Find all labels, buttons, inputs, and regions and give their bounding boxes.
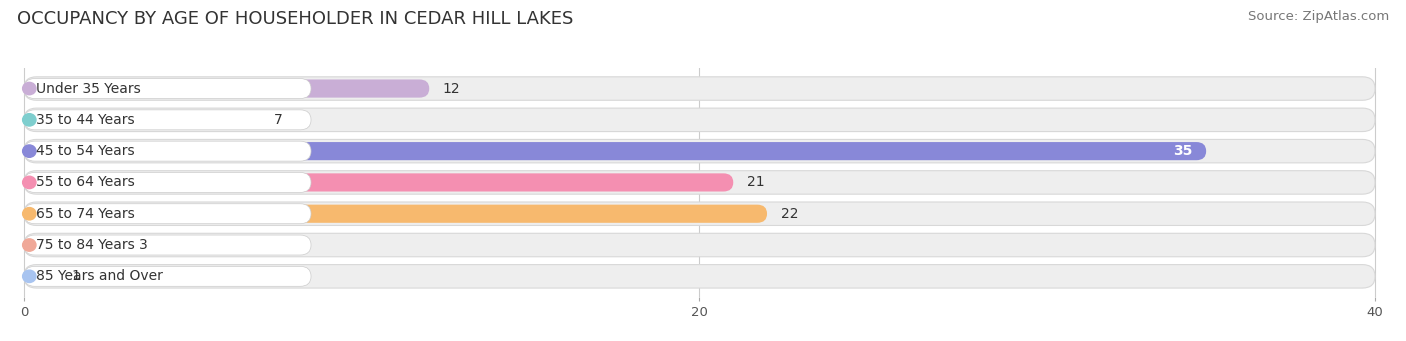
- Text: 7: 7: [274, 113, 283, 127]
- Circle shape: [22, 145, 37, 157]
- Text: 3: 3: [139, 238, 148, 252]
- Text: Under 35 Years: Under 35 Years: [35, 81, 141, 95]
- Text: 45 to 54 Years: 45 to 54 Years: [35, 144, 135, 158]
- FancyBboxPatch shape: [24, 108, 1375, 132]
- Circle shape: [22, 176, 37, 189]
- FancyBboxPatch shape: [24, 204, 311, 224]
- Circle shape: [22, 114, 37, 126]
- Text: 85 Years and Over: 85 Years and Over: [35, 269, 163, 283]
- FancyBboxPatch shape: [24, 171, 1375, 194]
- Circle shape: [22, 83, 37, 95]
- Text: 22: 22: [780, 207, 799, 221]
- Text: 12: 12: [443, 81, 460, 95]
- FancyBboxPatch shape: [24, 111, 260, 129]
- Circle shape: [22, 208, 37, 220]
- FancyBboxPatch shape: [24, 79, 429, 98]
- FancyBboxPatch shape: [24, 77, 1375, 100]
- FancyBboxPatch shape: [24, 173, 734, 192]
- FancyBboxPatch shape: [24, 266, 311, 286]
- Text: 65 to 74 Years: 65 to 74 Years: [35, 207, 135, 221]
- FancyBboxPatch shape: [24, 142, 1206, 160]
- Text: 75 to 84 Years: 75 to 84 Years: [35, 238, 135, 252]
- Text: Source: ZipAtlas.com: Source: ZipAtlas.com: [1249, 10, 1389, 23]
- Text: 55 to 64 Years: 55 to 64 Years: [35, 175, 135, 190]
- FancyBboxPatch shape: [24, 173, 311, 192]
- FancyBboxPatch shape: [24, 265, 1375, 288]
- FancyBboxPatch shape: [24, 233, 1375, 257]
- Text: 35 to 44 Years: 35 to 44 Years: [35, 113, 135, 127]
- FancyBboxPatch shape: [24, 236, 125, 254]
- FancyBboxPatch shape: [24, 141, 311, 161]
- Text: 35: 35: [1173, 144, 1192, 158]
- Circle shape: [22, 270, 37, 282]
- FancyBboxPatch shape: [24, 202, 1375, 225]
- Circle shape: [22, 239, 37, 251]
- FancyBboxPatch shape: [24, 267, 58, 285]
- Text: 21: 21: [747, 175, 765, 190]
- FancyBboxPatch shape: [24, 78, 311, 99]
- FancyBboxPatch shape: [24, 139, 1375, 163]
- Text: OCCUPANCY BY AGE OF HOUSEHOLDER IN CEDAR HILL LAKES: OCCUPANCY BY AGE OF HOUSEHOLDER IN CEDAR…: [17, 10, 574, 28]
- Text: 1: 1: [72, 269, 80, 283]
- FancyBboxPatch shape: [24, 110, 311, 130]
- FancyBboxPatch shape: [24, 205, 768, 223]
- FancyBboxPatch shape: [24, 235, 311, 255]
